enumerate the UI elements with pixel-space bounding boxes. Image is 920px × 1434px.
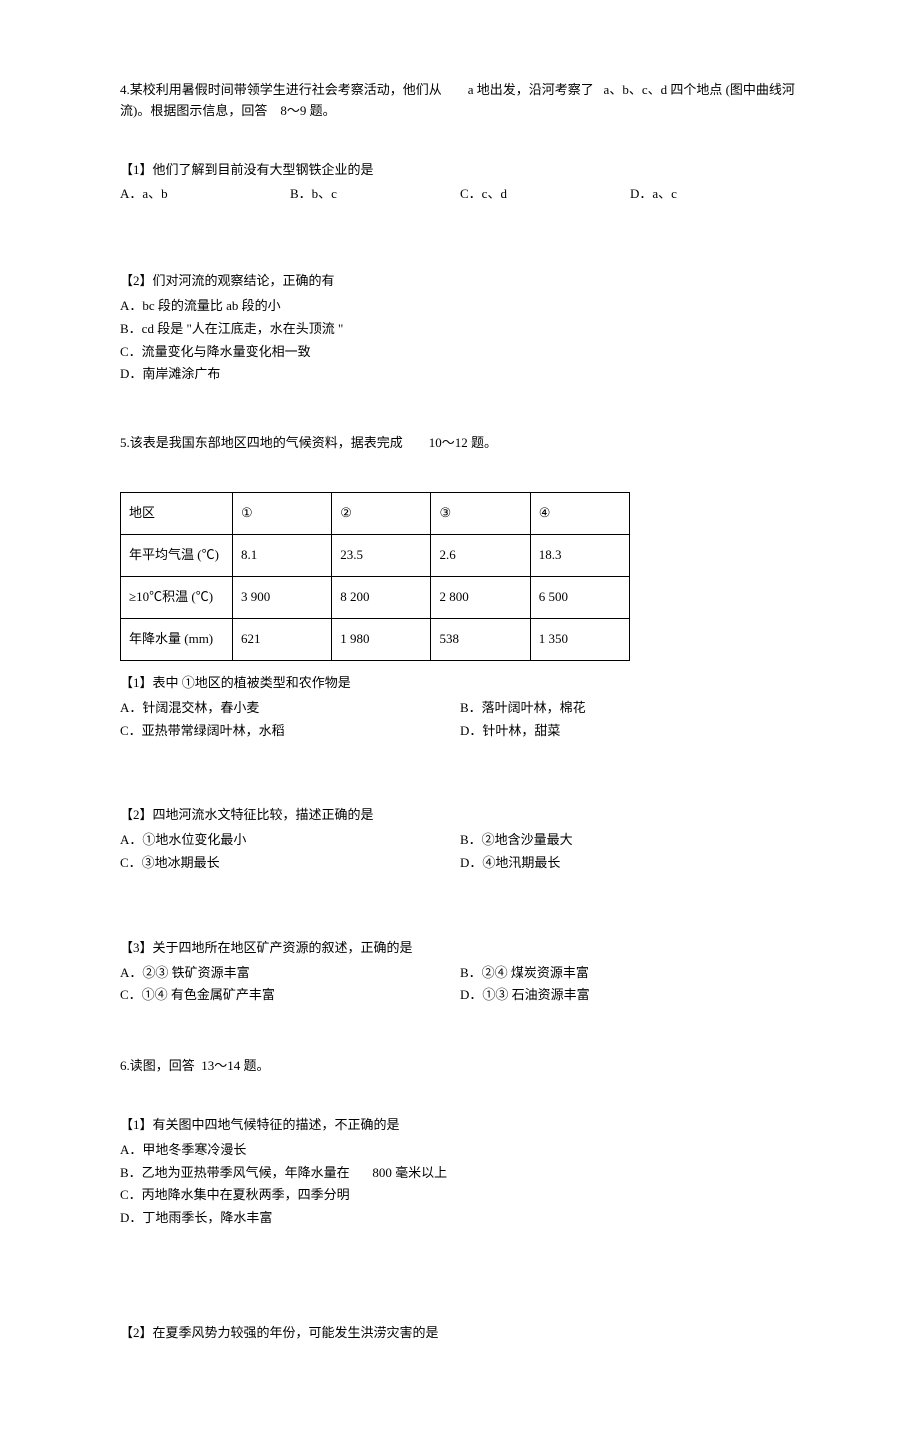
option-a: A．a、b xyxy=(120,184,290,205)
question-5: 5.该表是我国东部地区四地的气候资料，据表完成 10～12 题。 地区 ① ② … xyxy=(120,433,800,1008)
table-cell: ② xyxy=(332,492,431,534)
option-c: C．亚热带常绿阔叶林，水稻 xyxy=(120,721,460,742)
option-b: B．乙地为亚热带季风气候，年降水量在 800 毫米以上 xyxy=(120,1163,800,1184)
q4-text-1: 4.某校利用暑假时间带领学生进行社会考察活动，他们从 xyxy=(120,82,442,97)
q5-sub1-prompt: 【1】表中 ①地区的植被类型和农作物是 xyxy=(120,673,800,694)
table-cell: ≥10℃积温 (℃) xyxy=(121,576,233,618)
table-cell: 8.1 xyxy=(232,534,331,576)
option-d: D．丁地雨季长，降水丰富 xyxy=(120,1208,800,1229)
q5-sub2-prompt: 【2】四地河流水文特征比较，描述正确的是 xyxy=(120,805,800,826)
option-a: A．②③ 铁矿资源丰富 xyxy=(120,963,460,984)
option-a: A．针阔混交林，春小麦 xyxy=(120,698,460,719)
option-d: D．a、c xyxy=(630,184,800,205)
table-cell: ③ xyxy=(431,492,530,534)
table-cell: 年降水量 (mm) xyxy=(121,618,233,660)
option-d: D．①③ 石油资源丰富 xyxy=(460,985,800,1006)
option-a: A．甲地冬季寒冷漫长 xyxy=(120,1140,800,1161)
table-cell: 18.3 xyxy=(530,534,629,576)
option-b: B．②④ 煤炭资源丰富 xyxy=(460,963,800,984)
q4-text-3: a、b、c、d 四个地点 (图中曲线河 xyxy=(604,82,795,97)
q6-sub1-options: A．甲地冬季寒冷漫长 B．乙地为亚热带季风气候，年降水量在 800 毫米以上 C… xyxy=(120,1140,800,1229)
q4-text-4: 流)。根据图示信息，回答 xyxy=(120,103,267,118)
option-d: D．④地汛期最长 xyxy=(460,853,800,874)
climate-table: 地区 ① ② ③ ④ 年平均气温 (℃) 8.1 23.5 2.6 18.3 ≥… xyxy=(120,492,630,661)
table-cell: 1 350 xyxy=(530,618,629,660)
q5-sub3-options: A．②③ 铁矿资源丰富 B．②④ 煤炭资源丰富 C．①④ 有色金属矿产丰富 D．… xyxy=(120,963,800,1009)
table-cell: 8 200 xyxy=(332,576,431,618)
table-cell: 6 500 xyxy=(530,576,629,618)
option-c: C．③地冰期最长 xyxy=(120,853,460,874)
table-cell: 621 xyxy=(232,618,331,660)
question-6: 6.读图，回答 13～14 题。 【1】有关图中四地气候特征的描述，不正确的是 … xyxy=(120,1056,800,1344)
q4-sub2-options: A．bc 段的流量比 ab 段的小 B．cd 段是 "人在江底走，水在头顶流 "… xyxy=(120,296,800,385)
option-b-pre: B．乙地为亚热带季风气候，年降水量在 xyxy=(120,1165,350,1180)
option-b: B．②地含沙量最大 xyxy=(460,830,800,851)
table-cell: ① xyxy=(232,492,331,534)
option-d: D．针叶林，甜菜 xyxy=(460,721,800,742)
table-cell: 538 xyxy=(431,618,530,660)
q6-sub2-prompt: 【2】在夏季风势力较强的年份，可能发生洪涝灾害的是 xyxy=(120,1323,800,1344)
question-4: 4.某校利用暑假时间带领学生进行社会考察活动，他们从 a 地出发，沿河考察了 a… xyxy=(120,80,800,385)
option-b-post: 800 毫米以上 xyxy=(372,1165,447,1180)
option-a: A．bc 段的流量比 ab 段的小 xyxy=(120,296,800,317)
q5-text-1: 5.该表是我国东部地区四地的气候资料，据表完成 xyxy=(120,435,403,450)
table-cell: 2 800 xyxy=(431,576,530,618)
q6-text-2: 13～14 题。 xyxy=(201,1058,269,1073)
table-cell: ④ xyxy=(530,492,629,534)
q6-text-1: 6.读图，回答 xyxy=(120,1058,195,1073)
option-b: B．b、c xyxy=(290,184,460,205)
option-d: D．南岸滩涂广布 xyxy=(120,364,800,385)
option-c: C．①④ 有色金属矿产丰富 xyxy=(120,985,460,1006)
q5-stem: 5.该表是我国东部地区四地的气候资料，据表完成 10～12 题。 xyxy=(120,433,800,454)
table-cell: 2.6 xyxy=(431,534,530,576)
table-cell: 地区 xyxy=(121,492,233,534)
option-c: C．丙地降水集中在夏秋两季，四季分明 xyxy=(120,1185,800,1206)
q5-text-2: 10～12 题。 xyxy=(429,435,497,450)
option-b: B．落叶阔叶林，棉花 xyxy=(460,698,800,719)
q4-text-5: 8～9 题。 xyxy=(280,103,335,118)
option-c: C．流量变化与降水量变化相一致 xyxy=(120,342,800,363)
table-cell: 1 980 xyxy=(332,618,431,660)
table-cell: 23.5 xyxy=(332,534,431,576)
q4-stem: 4.某校利用暑假时间带领学生进行社会考察活动，他们从 a 地出发，沿河考察了 a… xyxy=(120,80,800,122)
option-c: C．c、d xyxy=(460,184,630,205)
q4-sub2-prompt: 【2】们对河流的观察结论，正确的有 xyxy=(120,271,800,292)
q6-sub1-prompt: 【1】有关图中四地气候特征的描述，不正确的是 xyxy=(120,1115,800,1136)
q4-sub1-prompt: 【1】他们了解到目前没有大型钢铁企业的是 xyxy=(120,160,800,181)
q5-sub3-prompt: 【3】关于四地所在地区矿产资源的叙述，正确的是 xyxy=(120,938,800,959)
option-b: B．cd 段是 "人在江底走，水在头顶流 " xyxy=(120,319,800,340)
table-cell: 3 900 xyxy=(232,576,331,618)
option-a: A．①地水位变化最小 xyxy=(120,830,460,851)
q4-text-2: a 地出发，沿河考察了 xyxy=(468,82,594,97)
q5-sub2-options: A．①地水位变化最小 B．②地含沙量最大 C．③地冰期最长 D．④地汛期最长 xyxy=(120,830,800,876)
table-cell: 年平均气温 (℃) xyxy=(121,534,233,576)
q6-stem: 6.读图，回答 13～14 题。 xyxy=(120,1056,800,1077)
q4-sub1-options: A．a、b B．b、c C．c、d D．a、c xyxy=(120,184,800,205)
q5-sub1-options: A．针阔混交林，春小麦 B．落叶阔叶林，棉花 C．亚热带常绿阔叶林，水稻 D．针… xyxy=(120,698,800,744)
